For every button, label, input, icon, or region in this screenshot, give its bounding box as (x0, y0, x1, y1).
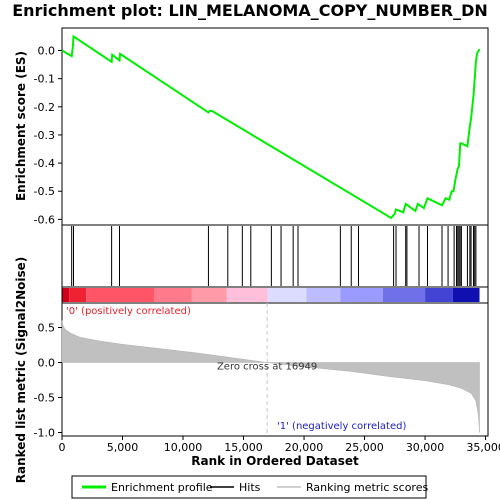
es-y-ticks: 0.0 -0.1 -0.2 -0.3 -0.4 -0.5 -0.6 (34, 45, 62, 227)
es-y-tick-label: -0.5 (34, 185, 55, 198)
es-y-tick-label: -0.3 (34, 129, 55, 142)
metric-y-tick-label: -0.5 (34, 392, 55, 405)
band-segment (154, 288, 192, 302)
x-tick-label: 10,000 (164, 441, 203, 454)
hits-frame (62, 225, 488, 287)
positive-correlation-label: '0' (positively correlated) (66, 306, 191, 317)
x-axis-label: Rank in Ordered Dataset (191, 454, 359, 468)
metric-y-tick-label: 0.5 (38, 322, 56, 335)
band-segment (340, 288, 382, 302)
band-segment (69, 288, 86, 302)
band-segment (453, 288, 480, 302)
band-segment (62, 288, 69, 302)
es-panel: 0.0 -0.1 -0.2 -0.3 -0.4 -0.5 -0.6 Enrichment s… (14, 28, 488, 226)
x-ticks: 0 5,000 10,000 15,000 20,000 25,000 30,000 35,0… (59, 436, 500, 454)
legend: Enrichment profile Hits Ranking metric sco… (72, 476, 428, 498)
negative-correlation-label: '1' (negatively correlated) (277, 421, 406, 432)
es-y-axis-label: Enrichment score (ES) (14, 51, 28, 201)
band-segment (191, 288, 226, 302)
band-segment (306, 288, 340, 302)
band-segment (268, 288, 307, 302)
x-tick-label: 15,000 (224, 441, 263, 454)
band-segment (383, 288, 425, 302)
metric-y-ticks: 0.5 0.0 -0.5 -1.0 (34, 322, 62, 440)
chart-title: Enrichment plot: LIN_MELANOMA_COPY_NUMBE… (12, 1, 488, 20)
band-segment (425, 288, 453, 302)
x-tick-label: 20,000 (285, 441, 324, 454)
legend-label: Ranking metric scores (306, 481, 428, 494)
zero-cross-label: Zero cross at 16949 (217, 362, 317, 373)
es-y-tick-label: -0.1 (34, 73, 55, 86)
x-tick-label: 5,000 (107, 441, 139, 454)
band-segment (227, 288, 268, 302)
metric-y-tick-label: -1.0 (34, 427, 55, 440)
es-y-tick-label: 0.0 (38, 45, 56, 58)
rank-color-band (62, 287, 488, 303)
hits-panel (62, 225, 488, 287)
legend-label: Enrichment profile (111, 481, 213, 494)
band-segment (86, 288, 154, 302)
es-y-tick-label: -0.4 (34, 157, 55, 170)
legend-label: Hits (239, 481, 261, 494)
metric-y-axis-label: Ranked list metric (Signal2Noise) (14, 257, 28, 484)
x-tick-label: 25,000 (345, 441, 384, 454)
x-tick-label: 35,000 (466, 441, 500, 454)
x-tick-label: 0 (59, 441, 66, 454)
metric-y-tick-label: 0.0 (38, 357, 56, 370)
es-y-tick-label: -0.6 (34, 213, 55, 226)
es-y-tick-label: -0.2 (34, 101, 55, 114)
x-tick-label: 30,000 (406, 441, 445, 454)
